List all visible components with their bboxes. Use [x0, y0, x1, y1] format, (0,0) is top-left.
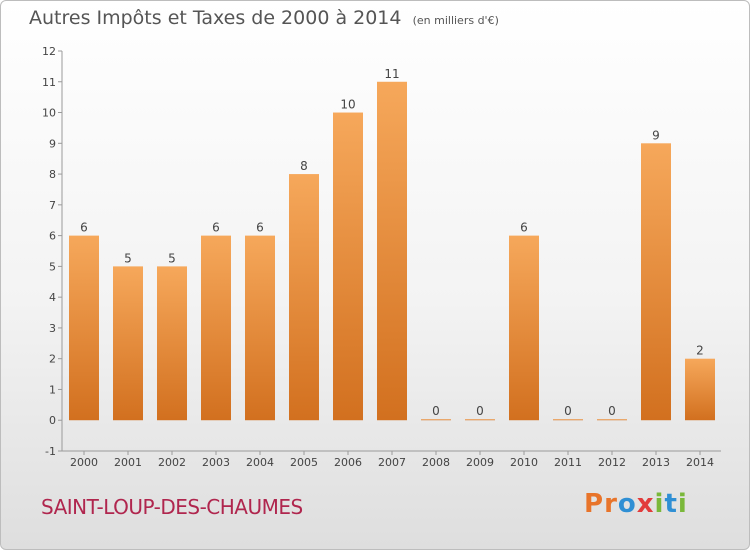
- y-tick-label: 6: [49, 230, 56, 243]
- y-tick-label: -1: [45, 445, 56, 458]
- y-tick-label: 7: [49, 199, 56, 212]
- bar: [113, 266, 143, 421]
- x-tick-label: 2006: [334, 456, 362, 469]
- chart-unit-note: (en milliers d'€): [412, 14, 499, 27]
- logo-letter: P: [584, 489, 605, 519]
- x-tick-label: 2002: [158, 456, 186, 469]
- x-tick-label: 2012: [598, 456, 626, 469]
- x-tick-label: 2004: [246, 456, 274, 469]
- x-tick-label: 2007: [378, 456, 406, 469]
- data-label: 6: [212, 221, 220, 235]
- data-label: 2: [696, 344, 704, 358]
- data-label: 11: [384, 67, 399, 81]
- x-tick-label: 2001: [114, 456, 142, 469]
- x-tick-label: 2013: [642, 456, 670, 469]
- data-label: 0: [608, 404, 616, 418]
- x-tick-label: 2003: [202, 456, 230, 469]
- y-tick-label: 2: [49, 353, 56, 366]
- bar: [333, 112, 363, 421]
- bar: [553, 419, 583, 421]
- x-tick-label: 2008: [422, 456, 450, 469]
- x-tick-label: 2005: [290, 456, 318, 469]
- bar: [289, 174, 319, 421]
- bar: [201, 235, 231, 421]
- y-tick-label: 10: [42, 107, 56, 120]
- logo-letter: i: [654, 489, 665, 519]
- data-label: 0: [564, 404, 572, 418]
- proxiti-logo: Proxiti: [584, 489, 688, 519]
- data-label: 10: [340, 98, 355, 112]
- y-tick-label: 3: [49, 322, 56, 335]
- data-label: 0: [476, 404, 484, 418]
- x-tick-label: 2011: [554, 456, 582, 469]
- chart-title: Autres Impôts et Taxes de 2000 à 2014 (e…: [29, 7, 499, 29]
- x-tick-label: 2000: [70, 456, 98, 469]
- bar: [69, 235, 99, 421]
- bar: [465, 419, 495, 421]
- y-tick-label: 1: [49, 383, 56, 396]
- logo-letter: t: [664, 489, 678, 519]
- y-tick-label: 5: [49, 260, 56, 273]
- bar: [509, 235, 539, 421]
- x-tick-label: 2009: [466, 456, 494, 469]
- data-label: 6: [256, 221, 264, 235]
- x-tick-label: 2010: [510, 456, 538, 469]
- y-tick-label: 4: [49, 291, 56, 304]
- bar: [597, 419, 627, 421]
- y-tick-label: 12: [42, 45, 56, 58]
- y-tick-label: 9: [49, 137, 56, 150]
- bar: [377, 81, 407, 421]
- logo-letter: r: [604, 489, 618, 519]
- bar: [245, 235, 275, 421]
- data-label: 6: [520, 221, 528, 235]
- commune-name: SAINT-LOUP-DES-CHAUMES: [41, 495, 303, 519]
- y-tick-label: 8: [49, 168, 56, 181]
- data-label: 5: [124, 251, 132, 265]
- bar: [641, 143, 671, 421]
- data-label: 8: [300, 159, 308, 173]
- logo-letter: x: [636, 489, 655, 519]
- data-label: 0: [432, 404, 440, 418]
- bar: [421, 419, 451, 421]
- y-tick-label: 0: [49, 414, 56, 427]
- bar: [157, 266, 187, 421]
- data-label: 9: [652, 128, 660, 142]
- y-tick-label: 11: [42, 76, 56, 89]
- logo-letter: i: [677, 489, 688, 519]
- data-label: 5: [168, 251, 176, 265]
- chart-title-text: Autres Impôts et Taxes de 2000 à 2014: [29, 7, 402, 29]
- logo-letter: o: [617, 489, 637, 519]
- data-label: 6: [80, 221, 88, 235]
- bar: [685, 358, 715, 421]
- x-tick-label: 2014: [686, 456, 714, 469]
